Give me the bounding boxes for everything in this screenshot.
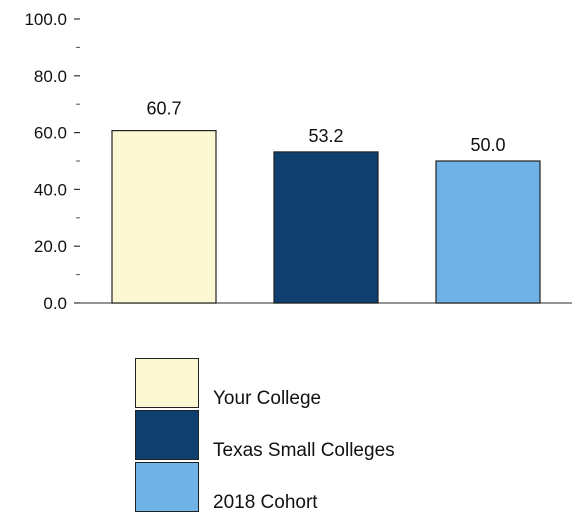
y-tick-label: 0.0 [43, 294, 67, 313]
bar [435, 160, 541, 304]
y-tick-label: 80.0 [34, 67, 67, 86]
y-tick-label: 40.0 [34, 180, 67, 199]
y-tick-label: 60.0 [34, 124, 67, 143]
legend-swatch [135, 462, 199, 512]
legend-label: Your College [213, 388, 322, 409]
data-label: 60.7 [146, 99, 181, 119]
bar [273, 151, 379, 304]
y-tick-label: 20.0 [34, 237, 67, 256]
data-label: 53.2 [308, 126, 343, 146]
y-tick-label: 100.0 [24, 10, 67, 29]
bar-chart: 0.0 20.0 40.0 60.0 80.0 100.0 60.7 53.2 50.0 [24, 10, 572, 313]
legend-swatch [135, 358, 199, 408]
data-label: 50.0 [470, 135, 505, 155]
legend-swatch [135, 410, 199, 460]
legend-label: Texas Small Colleges [213, 440, 395, 461]
bar [111, 130, 217, 304]
legend-label: 2018 Cohort [213, 492, 318, 513]
